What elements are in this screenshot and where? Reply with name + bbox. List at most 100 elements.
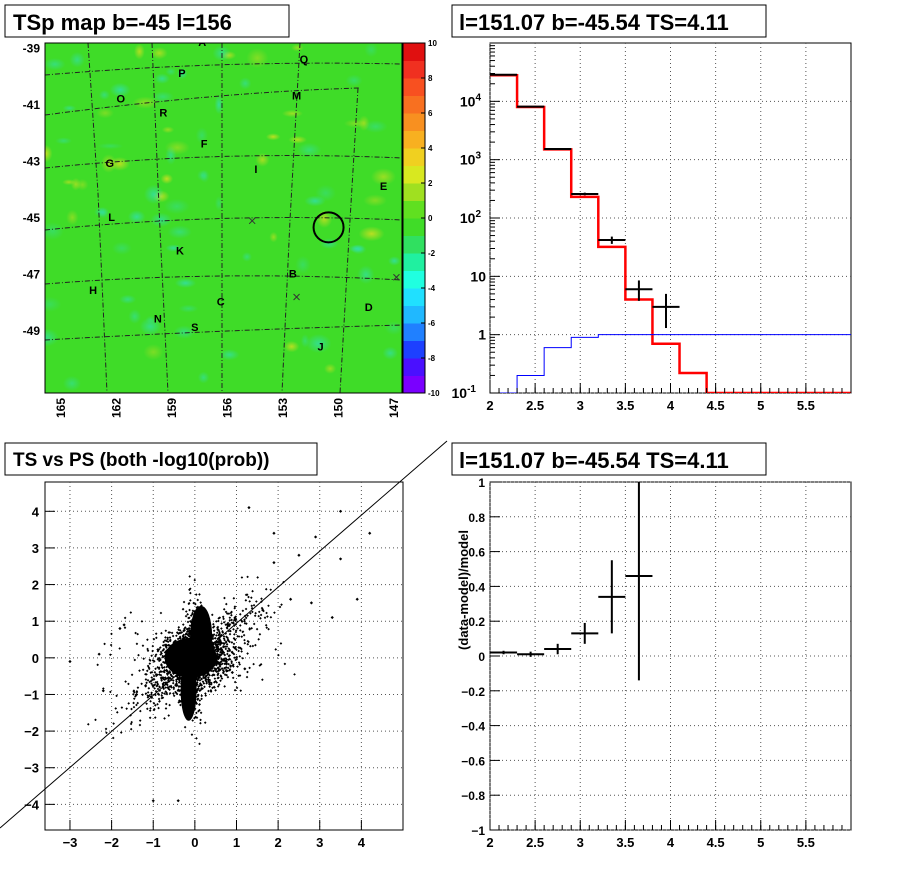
spectrum-axes: 2 2.5 3 3.5 4 4.5 5 5.5 10-1 1 10 102 103 104 xyxy=(452,45,852,413)
skymap-blob xyxy=(160,173,174,185)
skymap-blob xyxy=(167,225,192,239)
tsps-outlier-point xyxy=(68,659,72,664)
residual-ylabel: (data-model)/model xyxy=(456,530,471,650)
skymap-blob xyxy=(300,334,310,348)
colorbar-tick-label: 0 xyxy=(428,214,433,223)
residual-y-tick-label: −0.2 xyxy=(461,685,485,699)
skymap-blob xyxy=(111,241,132,255)
region-label-e: E xyxy=(380,181,387,193)
skymap-blob xyxy=(94,207,108,217)
skymap-blob xyxy=(143,344,164,360)
skymap-blob xyxy=(348,244,365,253)
skymap-blob xyxy=(143,184,165,205)
spectrum-x-tick-label: 5 xyxy=(757,398,764,413)
tsps-title-box xyxy=(4,442,318,476)
tsps-x-tick-label: 3 xyxy=(316,835,323,850)
residual-plot xyxy=(490,482,653,681)
tsps-outlier-point xyxy=(118,626,122,631)
skymap-blob xyxy=(265,133,281,141)
skymap-blob xyxy=(45,58,66,71)
colorbar-tick-label: -10 xyxy=(428,389,440,398)
residual-x-tick-label: 3.5 xyxy=(616,835,634,850)
skymap-blob xyxy=(388,256,401,266)
colorbar-swatch xyxy=(403,253,425,271)
skymap-blob xyxy=(62,179,76,186)
skymap-blob xyxy=(176,67,188,80)
tsps-outlier-point xyxy=(243,667,247,671)
tsps-outlier-point xyxy=(297,553,301,557)
skymap-blob xyxy=(358,115,370,131)
skymap-blob xyxy=(214,196,223,211)
tsps-outlier-point xyxy=(289,597,293,601)
skymap-blob xyxy=(370,168,396,186)
region-label-k: K xyxy=(176,246,184,258)
spectrum-plot xyxy=(490,73,851,393)
tsps-y-tick-label: −1 xyxy=(24,687,39,702)
region-label-m: M xyxy=(292,90,301,102)
colorbar-swatch xyxy=(403,165,425,184)
exponent: 4 xyxy=(475,92,481,103)
skymap-blob xyxy=(364,43,378,58)
colorbar-swatch xyxy=(403,235,425,254)
tsps-y-tick-label: 3 xyxy=(32,541,39,556)
colorbar-tick-label: 4 xyxy=(428,144,433,153)
tsps-x-tick-label: −1 xyxy=(146,835,161,850)
skymap-blob xyxy=(165,67,177,76)
skymap-x-tick-label: 147 xyxy=(387,398,401,418)
colorbar-swatch xyxy=(403,323,425,341)
skymap-blob xyxy=(119,294,137,304)
skymap-blob xyxy=(69,51,85,68)
residual-panel: l=151.07 b=-45.54 TS=4.11 2 2.5 3 3.5 4 4.5 5 5… xyxy=(451,442,852,850)
skymap-y-tick-label: -45 xyxy=(23,211,41,225)
skymap-blob xyxy=(288,135,307,144)
residual-y-tick-label: 0.4 xyxy=(468,580,485,594)
spectrum-y-tick-label: 102 xyxy=(460,209,482,226)
tsps-outlier-point xyxy=(355,597,359,601)
model-background-histogram xyxy=(490,334,851,393)
tsps-y-tick-label: −3 xyxy=(24,761,39,776)
colorbar-swatch xyxy=(403,148,425,166)
tsps-x-tick-label: −2 xyxy=(104,835,119,850)
residual-y-tick-label: 0 xyxy=(478,650,485,664)
tsps-x-tick-label: −3 xyxy=(63,835,78,850)
skymap-graticule xyxy=(45,43,402,393)
spectrum-y-tick-label: 104 xyxy=(460,92,482,109)
skymap-blob xyxy=(165,244,182,252)
skymap-blob xyxy=(151,91,174,103)
skymap-blob xyxy=(128,309,142,324)
skymap-blob xyxy=(45,144,53,163)
skymap-blob xyxy=(139,317,162,336)
skymap-blob xyxy=(66,209,79,226)
exponent: 3 xyxy=(475,151,481,162)
colorbar-tick-label: 10 xyxy=(428,39,437,48)
skymap-blob xyxy=(96,107,114,119)
skymap-blob xyxy=(62,375,81,392)
colorbar-tick-label: 2 xyxy=(428,179,433,188)
region-label-p: P xyxy=(178,68,185,80)
residual-y-tick-label: −0.8 xyxy=(461,789,485,803)
residual-y-tick-label: −0.6 xyxy=(461,754,485,768)
tsps-outlier-point xyxy=(134,692,139,697)
exponent: 2 xyxy=(475,209,481,220)
skymap-heatmap: A Q P O M R F G I E L K B H C D N S J xyxy=(45,43,402,393)
skymap-blob xyxy=(239,77,252,90)
skymap-blob xyxy=(255,152,270,167)
colorbar-tick-label: -8 xyxy=(428,354,436,363)
tsps-x-tick-label: 2 xyxy=(274,835,281,850)
skymap-blob xyxy=(173,325,196,339)
skymap-x-tick-label: 162 xyxy=(109,398,123,418)
region-label-q: Q xyxy=(300,54,309,66)
residual-x-tick-label: 2.5 xyxy=(526,835,544,850)
spectrum-x-tick-label: 2 xyxy=(486,398,493,413)
tsps-outlier-point xyxy=(101,689,105,693)
skymap-crosses xyxy=(248,217,400,301)
colorbar-swatch xyxy=(403,200,425,219)
region-label-c: C xyxy=(217,297,225,309)
tsps-outlier-point xyxy=(338,509,343,513)
skymap-blob xyxy=(134,43,145,60)
colorbar-tick-label: 6 xyxy=(428,109,433,118)
residual-x-tick-label: 4 xyxy=(667,835,675,850)
tsps-outlier-point xyxy=(313,535,318,539)
skymap-blob xyxy=(382,346,398,360)
